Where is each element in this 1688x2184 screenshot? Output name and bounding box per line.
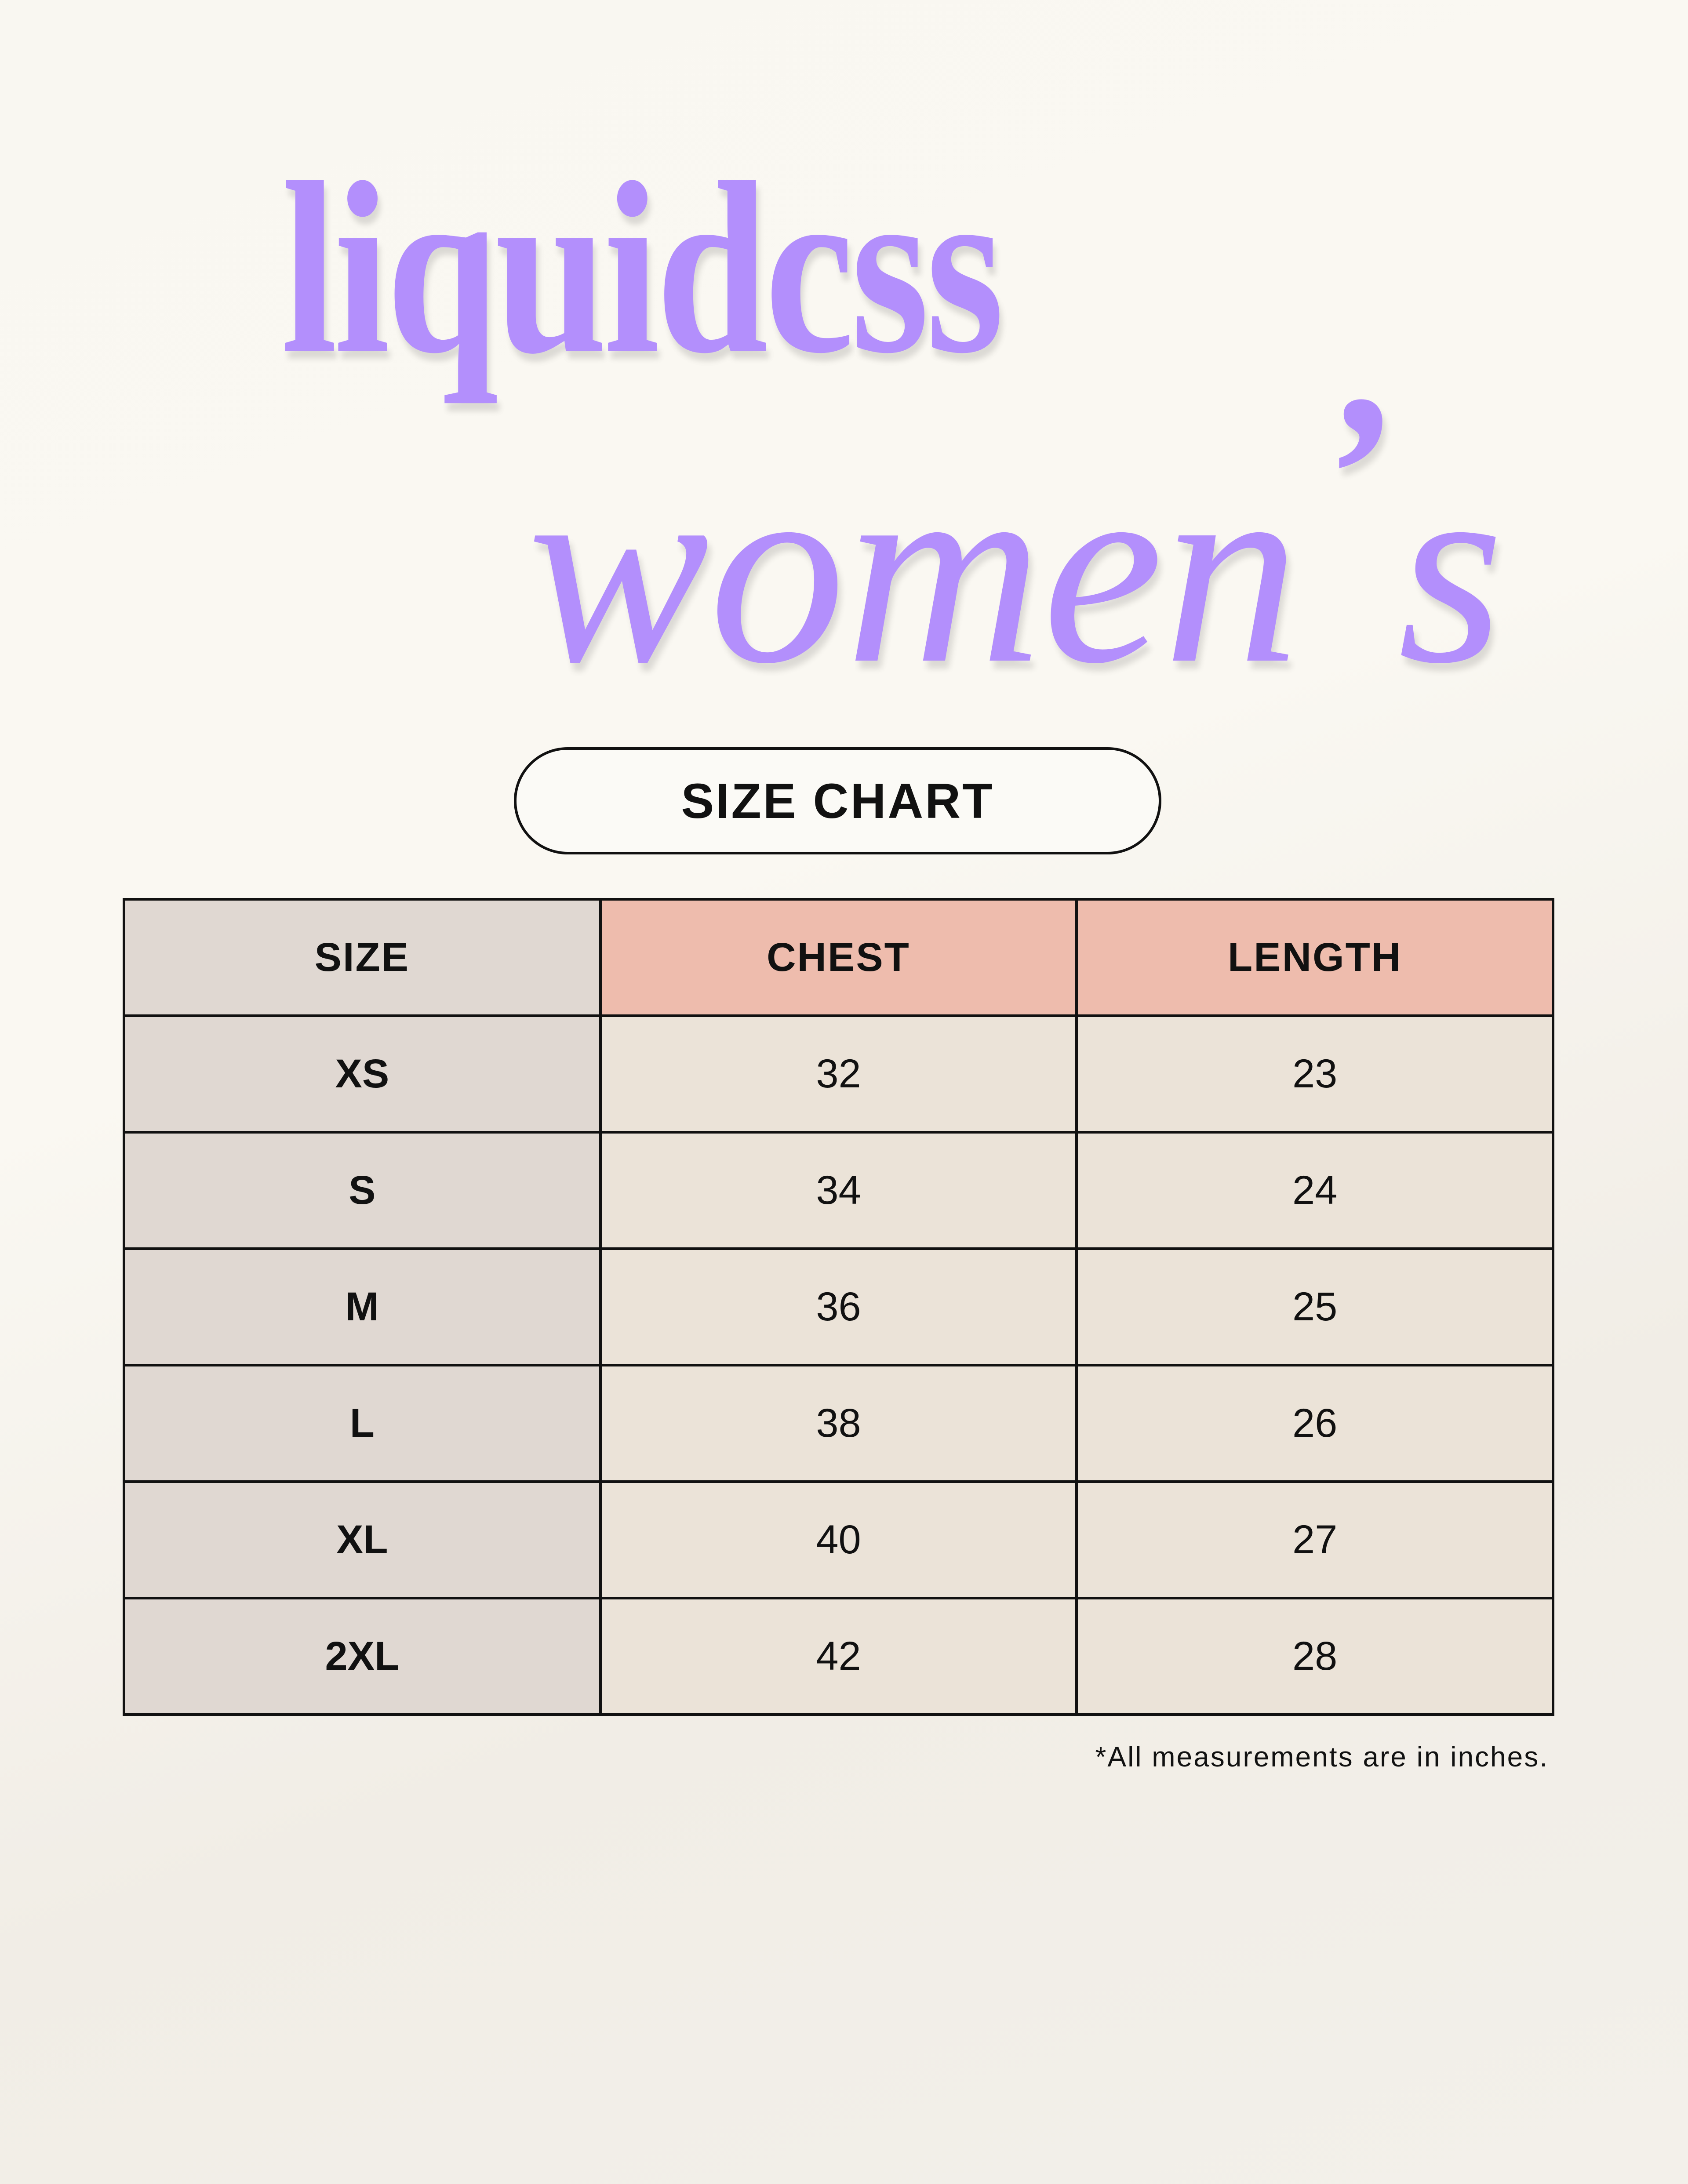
cell-size: M <box>123 1247 602 1366</box>
table-row: XS 32 23 <box>123 1014 1554 1134</box>
cell-length: 24 <box>1075 1131 1554 1250</box>
brand-title: liquidcss <box>281 132 1004 404</box>
subtitle-suffix: s <box>1398 418 1504 720</box>
table-row: L 38 26 <box>123 1364 1554 1483</box>
cell-chest: 32 <box>599 1014 1078 1134</box>
footnote: *All measurements are in inches. <box>1095 1741 1549 1773</box>
table-row: M 36 25 <box>123 1247 1554 1366</box>
cell-length: 23 <box>1075 1014 1554 1134</box>
header-chest: CHEST <box>599 898 1078 1017</box>
cell-size: XS <box>123 1014 602 1134</box>
table-header-row: SIZE CHEST LENGTH <box>123 898 1554 1017</box>
header-size: SIZE <box>123 898 602 1017</box>
cell-chest: 40 <box>599 1480 1078 1599</box>
cell-size: XL <box>123 1480 602 1599</box>
subtitle-apostrophe: ’ <box>1314 348 1391 601</box>
cell-length: 26 <box>1075 1364 1554 1483</box>
cell-length: 28 <box>1075 1597 1554 1716</box>
cell-size: S <box>123 1131 602 1250</box>
cell-length: 27 <box>1075 1480 1554 1599</box>
cell-size: 2XL <box>123 1597 602 1716</box>
table-row: S 34 24 <box>123 1131 1554 1250</box>
size-table: SIZE CHEST LENGTH XS 32 23 S 34 24 M 36 25 L 38 26 X… <box>123 898 1554 1716</box>
cell-chest: 38 <box>599 1364 1078 1483</box>
cell-length: 25 <box>1075 1247 1554 1366</box>
size-chart-badge: SIZE CHART <box>514 747 1161 854</box>
subtitle-women: women <box>528 418 1300 720</box>
table-row: 2XL 42 28 <box>123 1597 1554 1716</box>
cell-size: L <box>123 1364 602 1483</box>
table-row: XL 40 27 <box>123 1480 1554 1599</box>
header-length: LENGTH <box>1075 898 1554 1017</box>
cell-chest: 36 <box>599 1247 1078 1366</box>
cell-chest: 42 <box>599 1597 1078 1716</box>
cell-chest: 34 <box>599 1131 1078 1250</box>
